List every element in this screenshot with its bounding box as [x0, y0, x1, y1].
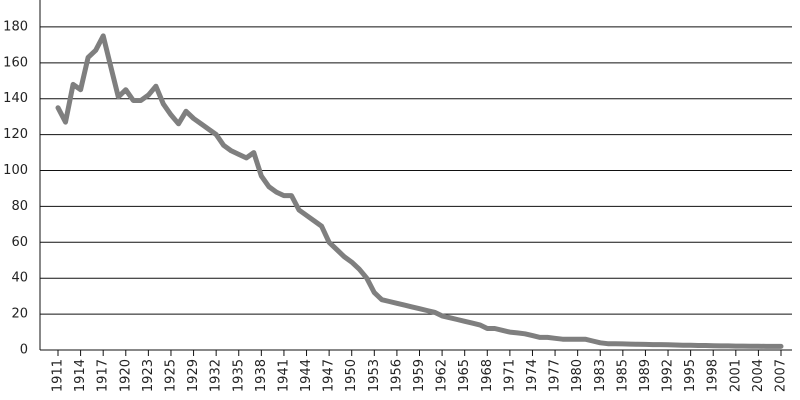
- y-tick-label: 140: [3, 91, 28, 106]
- x-tick-label: 2001: [728, 359, 743, 392]
- x-tick-label: 1953: [367, 359, 382, 392]
- x-tick-label: 1980: [570, 359, 585, 392]
- x-tick-label: 1950: [344, 359, 359, 392]
- x-tick-label: 1985: [615, 359, 630, 392]
- x-tick-label: 1929: [186, 359, 201, 392]
- x-tick-label: 1941: [276, 359, 291, 392]
- x-tick-label: 1968: [480, 359, 495, 392]
- y-tick-label: 80: [11, 199, 28, 214]
- y-tick-label: 20: [11, 307, 28, 322]
- x-tick-label: 1974: [525, 359, 540, 392]
- x-tick-label: 1923: [141, 359, 156, 392]
- x-tick-label: 2007: [774, 359, 789, 392]
- x-tick-label: 1977: [548, 359, 563, 392]
- y-tick-label: 120: [3, 127, 28, 142]
- y-tick-label: 60: [11, 235, 28, 250]
- x-tick-label: 1914: [73, 359, 88, 392]
- x-tick-label: 1989: [638, 359, 653, 392]
- x-tick-label: 1965: [457, 359, 472, 392]
- x-tick-label: 1911: [51, 359, 66, 392]
- x-tick-label: 1962: [435, 359, 450, 392]
- y-tick-label: 160: [3, 55, 28, 70]
- x-tick-label: 1944: [299, 359, 314, 392]
- x-tick-label: 1947: [322, 359, 337, 392]
- x-tick-label: 1959: [412, 359, 427, 392]
- y-tick-label: 40: [11, 271, 28, 286]
- x-tick-label: 1998: [706, 359, 721, 392]
- x-tick-label: 1920: [118, 359, 133, 392]
- x-tick-label: 1971: [502, 359, 517, 392]
- x-tick-label: 1956: [389, 359, 404, 392]
- x-tick-label: 1932: [209, 359, 224, 392]
- y-tick-label: 180: [3, 19, 28, 34]
- x-tick-label: 1925: [163, 359, 178, 392]
- x-tick-label: 1935: [231, 359, 246, 392]
- x-tick-label: 1995: [683, 359, 698, 392]
- x-tick-label: 1983: [593, 359, 608, 392]
- x-tick-label: 1938: [254, 359, 269, 392]
- y-tick-label: 100: [3, 163, 28, 178]
- x-tick-label: 2004: [751, 359, 766, 392]
- x-tick-label: 1992: [661, 359, 676, 392]
- data-line: [55, 33, 784, 349]
- x-tick-label: 1917: [96, 359, 111, 392]
- y-tick-label: 0: [20, 343, 28, 358]
